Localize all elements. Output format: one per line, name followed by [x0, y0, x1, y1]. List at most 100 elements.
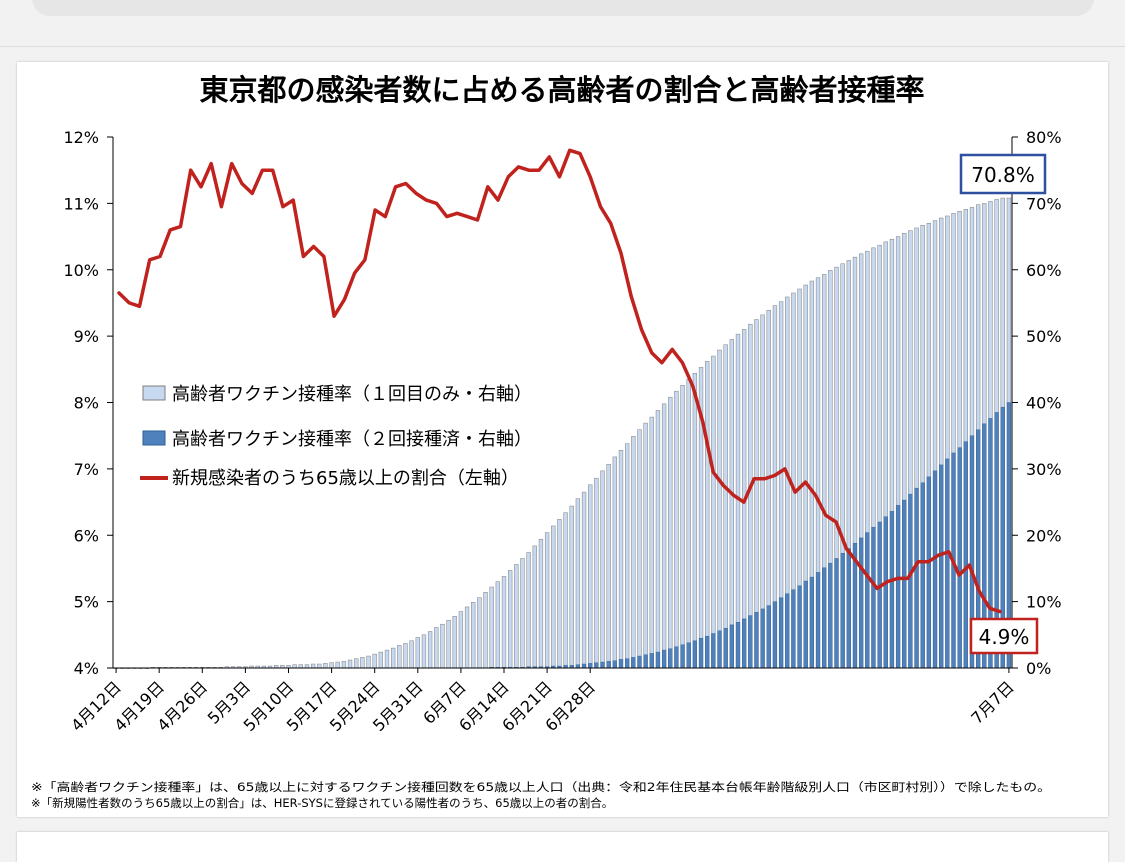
bar-second-dose — [735, 622, 741, 669]
bar-second-dose — [606, 661, 611, 669]
chart-card — [17, 62, 1108, 817]
bar-second-dose — [772, 601, 778, 669]
callout-share-box — [969, 617, 1039, 655]
bar-second-dose — [963, 441, 968, 669]
bar-second-dose — [914, 487, 919, 669]
bar-first-dose — [354, 658, 359, 669]
bar-first-dose — [514, 564, 519, 669]
bar-second-dose — [785, 593, 790, 669]
bar-first-dose — [526, 552, 531, 669]
bar-first-dose — [372, 653, 377, 669]
bar-second-dose — [643, 654, 648, 669]
bar-first-dose — [674, 390, 679, 669]
bar-first-dose — [508, 570, 513, 669]
bar-second-dose — [766, 605, 771, 669]
bar-second-dose — [618, 659, 624, 669]
bar-second-dose — [705, 635, 710, 669]
bar-second-dose — [778, 597, 784, 669]
top-card-edge — [32, 0, 1094, 16]
bar-second-dose — [754, 612, 759, 669]
x-tick-label: 7月7日 — [967, 677, 1017, 727]
bar-first-dose — [341, 661, 347, 669]
bar-first-dose — [711, 355, 716, 669]
bar-second-dose — [612, 660, 617, 669]
bar-first-dose — [360, 657, 365, 669]
right-tick-label: 70% — [1026, 194, 1062, 213]
bar-first-dose — [557, 519, 562, 669]
bar-first-dose — [458, 611, 464, 669]
right-axis-ticks: 80% 70% 60% 50% 40% 30% 20% 10% 0% — [1012, 128, 1062, 678]
bar-first-dose — [661, 403, 667, 669]
bar-first-dose — [705, 361, 710, 669]
bar-first-dose — [317, 663, 322, 669]
left-tick-label: 8% — [74, 394, 99, 413]
right-tick-label: 80% — [1026, 128, 1062, 147]
left-tick-label: 5% — [74, 593, 99, 612]
callout-share-value: 4.9% — [979, 625, 1030, 649]
right-tick-label: 30% — [1026, 460, 1062, 479]
bar-first-dose — [397, 645, 402, 669]
bar-first-dose — [464, 606, 470, 669]
bar-second-dose — [674, 646, 679, 669]
bar-second-dose — [840, 552, 845, 669]
bar-first-dose — [329, 662, 334, 669]
legend: 高齢者ワクチン接種率（１回目のみ・右軸） 高齢者ワクチン接種率（２回接種済・右軸… — [140, 384, 532, 489]
left-tick-label: 7% — [74, 460, 99, 479]
bar-first-dose — [446, 619, 451, 669]
left-tick-label: 4% — [74, 659, 99, 678]
bar-second-dose — [723, 627, 728, 669]
bar-second-dose — [791, 589, 796, 669]
bar-first-dose — [323, 663, 328, 669]
bar-first-dose — [631, 436, 636, 669]
bar-first-dose — [427, 631, 433, 669]
bar-second-dose — [889, 511, 895, 669]
bar-second-dose — [637, 655, 642, 669]
bar-first-dose — [569, 505, 574, 669]
bar-second-dose — [668, 648, 673, 669]
bar-second-dose — [729, 624, 734, 669]
bar-second-dose — [661, 649, 667, 669]
bar-second-dose — [939, 464, 944, 669]
left-tick-label: 11% — [63, 194, 99, 213]
bar-first-dose — [618, 450, 624, 669]
bar-first-dose — [409, 640, 414, 669]
bar-first-dose — [544, 532, 550, 669]
footnote-2: ※「新規陽性者数のうち65歳以上の割合」は、HER-SYSに登録されている陽性者… — [31, 796, 613, 810]
bar-second-dose — [809, 576, 814, 669]
bar-first-dose — [649, 416, 654, 669]
bar-second-dose — [945, 458, 950, 669]
bar-first-dose — [452, 615, 457, 669]
bar-second-dose — [822, 567, 827, 669]
bar-second-dose — [883, 516, 888, 669]
bar-first-dose — [440, 623, 445, 669]
bar-first-dose — [483, 592, 488, 669]
bar-second-dose — [625, 658, 630, 669]
callout-vaccination-value: 70.8% — [971, 163, 1035, 187]
bar-second-dose — [649, 653, 654, 669]
bar-second-dose — [581, 663, 587, 669]
right-tick-label: 10% — [1026, 593, 1062, 612]
bar-second-dose — [859, 537, 864, 669]
bar-second-dose — [815, 572, 821, 669]
divider — [0, 46, 1125, 47]
bar-second-dose — [920, 482, 925, 669]
left-tick-label: 10% — [63, 261, 99, 280]
bar-second-dose — [588, 663, 593, 669]
right-tick-label: 60% — [1026, 261, 1062, 280]
chart-svg: 東京都の感染者数に占める高齢者の割合と高齢者接種率 12% 11% 10% 9% 8% 7… — [31, 73, 1062, 810]
bar-first-dose — [668, 396, 673, 669]
right-tick-label: 0% — [1026, 659, 1051, 678]
bar-second-dose — [877, 521, 882, 669]
bar-second-dose — [871, 527, 876, 669]
bar-first-dose — [415, 637, 420, 669]
bar-first-dose — [717, 349, 722, 669]
bar-second-dose — [631, 657, 636, 669]
bar-second-dose — [932, 470, 938, 669]
left-tick-label: 12% — [63, 128, 99, 147]
bar-second-dose — [865, 532, 870, 669]
bar-first-dose — [532, 545, 537, 669]
right-tick-label: 20% — [1026, 526, 1062, 545]
bar-first-dose — [471, 602, 476, 669]
bar-second-dose — [600, 661, 605, 669]
bar-second-dose — [655, 651, 661, 669]
